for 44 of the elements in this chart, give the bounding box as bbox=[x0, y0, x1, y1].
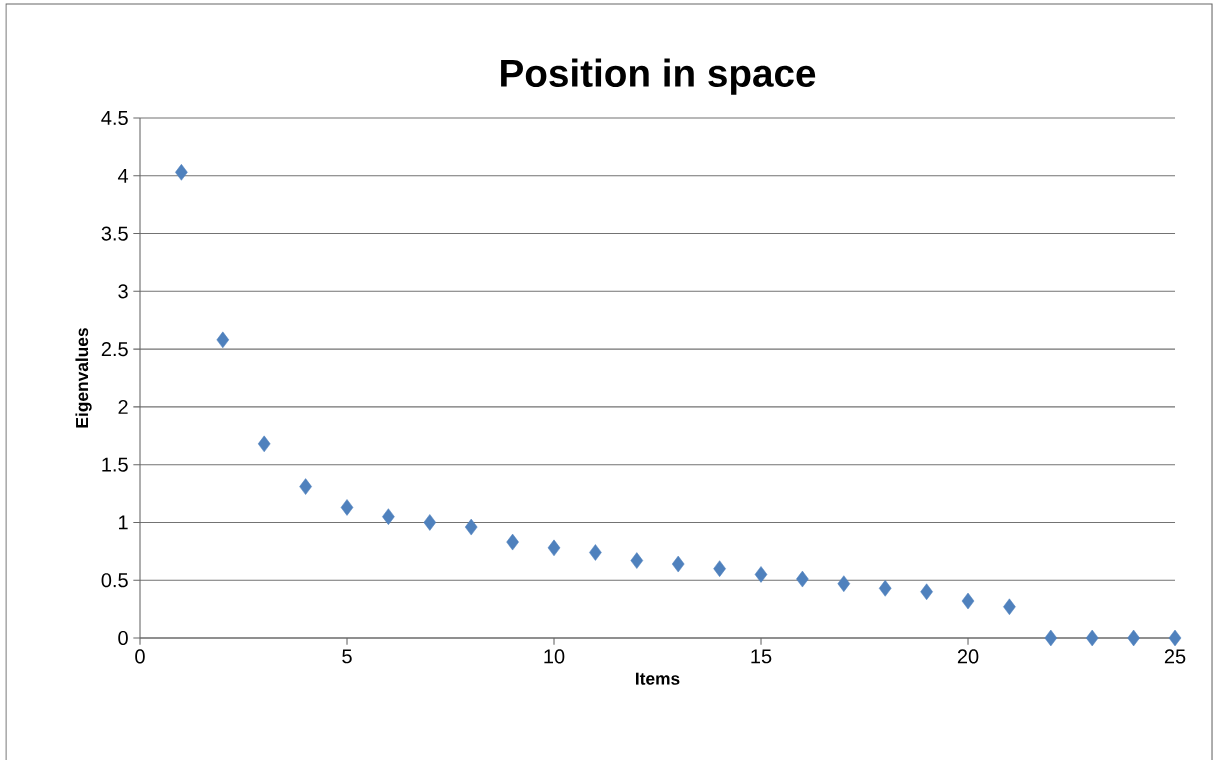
point bbox=[630, 552, 644, 569]
point bbox=[175, 164, 188, 181]
y-tick-label: 0.5 bbox=[101, 573, 128, 588]
point bbox=[299, 478, 312, 495]
point bbox=[423, 514, 437, 531]
x-axis-title: Items bbox=[636, 672, 680, 685]
point bbox=[506, 533, 519, 551]
point bbox=[257, 435, 271, 453]
y-tick-label: 4 bbox=[117, 168, 129, 183]
point bbox=[1085, 629, 1099, 647]
x-tick-label: 5 bbox=[342, 649, 352, 664]
x-tick-label: 0 bbox=[135, 649, 145, 664]
point bbox=[754, 566, 768, 583]
point bbox=[671, 555, 685, 573]
point bbox=[878, 580, 892, 597]
point bbox=[1127, 629, 1140, 647]
y-tick-label: 3 bbox=[118, 284, 128, 299]
point bbox=[216, 331, 230, 349]
y-tick-label: 2 bbox=[118, 399, 128, 414]
y-tick-label: 2.5 bbox=[101, 342, 128, 357]
point bbox=[1003, 598, 1016, 616]
x-tick-label: 20 bbox=[957, 649, 979, 664]
y-tick-label: 1 bbox=[119, 515, 128, 530]
point bbox=[464, 518, 478, 536]
point bbox=[589, 544, 602, 561]
x-tick-label: 15 bbox=[751, 649, 772, 664]
point bbox=[340, 499, 354, 516]
point bbox=[796, 570, 809, 588]
chart-title: Position in space bbox=[501, 58, 816, 95]
point bbox=[837, 575, 851, 592]
point bbox=[920, 583, 933, 601]
point bbox=[1168, 629, 1182, 647]
point bbox=[547, 539, 561, 557]
point bbox=[1044, 629, 1058, 647]
point bbox=[961, 592, 975, 610]
y-axis-title: Eigenvalues bbox=[75, 328, 92, 428]
y-tick-label: 0 bbox=[118, 630, 128, 646]
point bbox=[382, 508, 395, 525]
y-tick-label: 3.5 bbox=[101, 226, 128, 241]
x-tick-label: 10 bbox=[544, 649, 565, 664]
y-tick-label: 1.5 bbox=[102, 457, 128, 472]
x-tick-label: 25 bbox=[1164, 649, 1186, 664]
y-tick-label: 4.5 bbox=[101, 111, 128, 125]
point bbox=[713, 560, 726, 577]
